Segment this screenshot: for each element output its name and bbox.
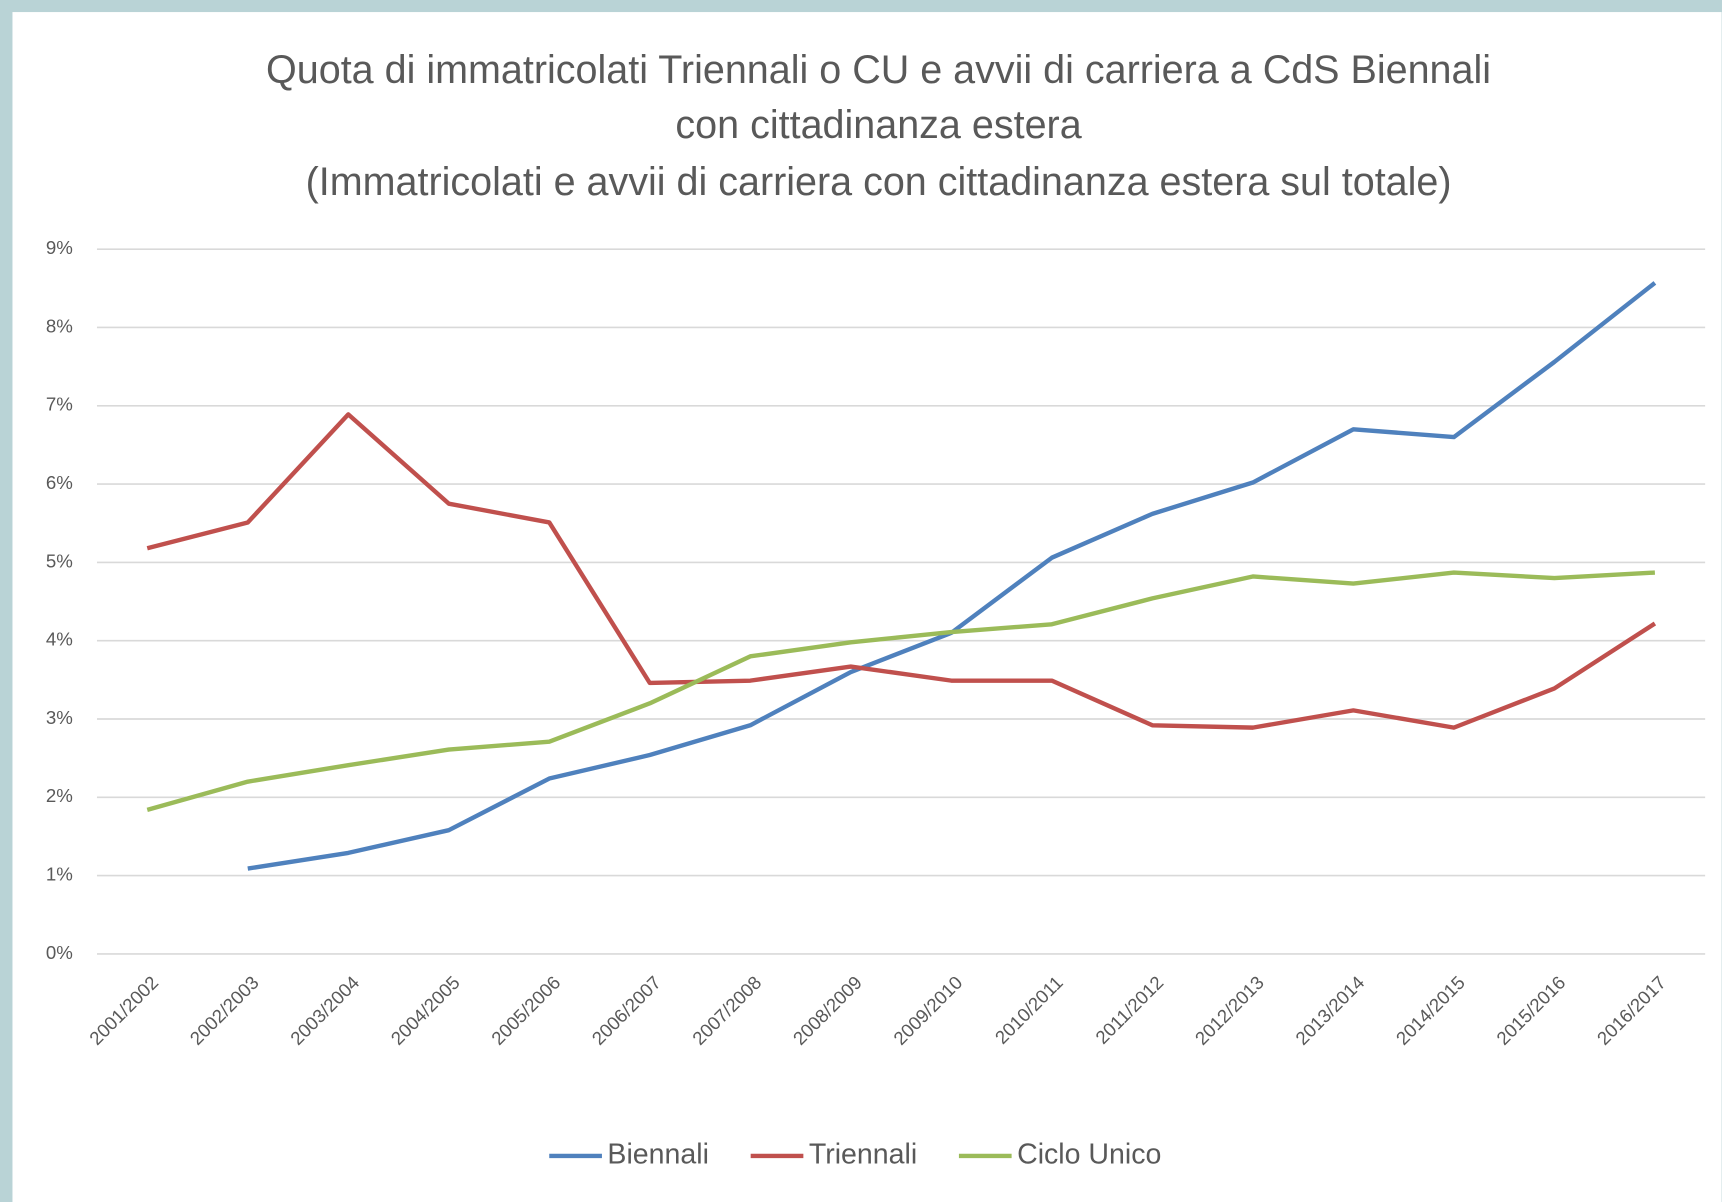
y-tick-label: 8% <box>46 315 73 336</box>
y-tick-label: 1% <box>46 864 73 885</box>
chart-panel <box>12 12 1722 1202</box>
legend-label: Ciclo Unico <box>1017 1138 1161 1170</box>
y-tick-label: 4% <box>46 629 73 650</box>
y-tick-label: 0% <box>46 942 73 963</box>
y-tick-label: 9% <box>46 237 73 258</box>
y-tick-label: 2% <box>46 785 73 806</box>
legend-label: Biennali <box>607 1138 709 1170</box>
series-line <box>146 412 1657 730</box>
series-line <box>146 570 1656 812</box>
y-tick-label: 5% <box>46 550 73 571</box>
chart-title: Quota di immatricolati Triennali o CU e … <box>266 48 1491 92</box>
legend-label: Triennali <box>809 1138 917 1170</box>
y-tick-label: 3% <box>46 707 73 728</box>
chart-title: (Immatricolati e avvii di carriera con c… <box>306 160 1452 204</box>
y-tick-label: 7% <box>46 394 73 415</box>
y-tick-label: 6% <box>46 472 73 493</box>
chart-title: con cittadinanza estera <box>675 103 1081 147</box>
